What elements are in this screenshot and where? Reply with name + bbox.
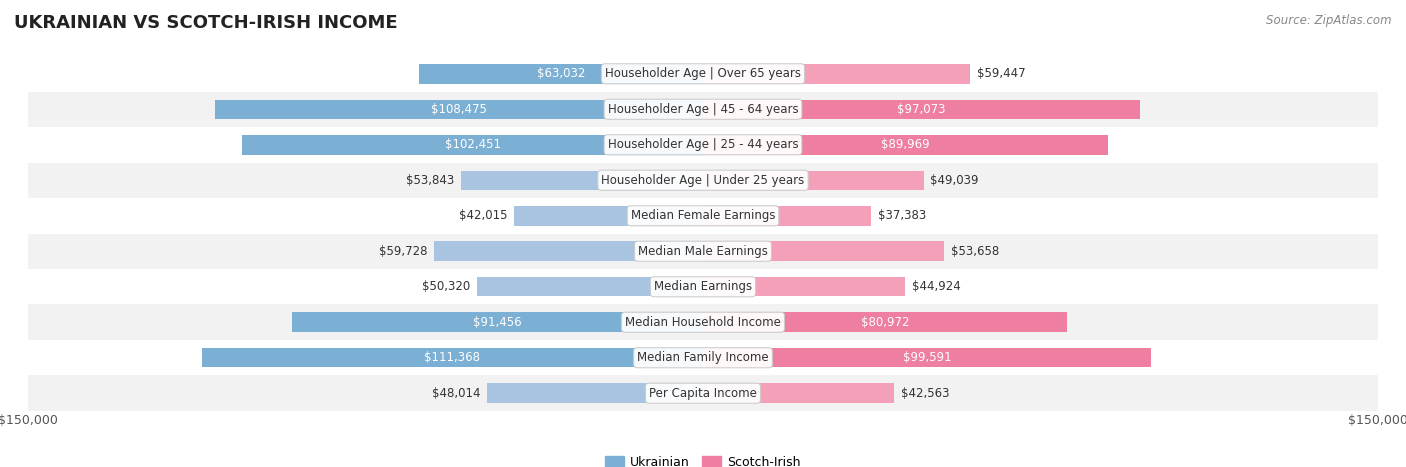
Text: $42,015: $42,015 xyxy=(458,209,508,222)
Text: $91,456: $91,456 xyxy=(472,316,522,329)
Text: $99,591: $99,591 xyxy=(903,351,952,364)
Text: $89,969: $89,969 xyxy=(882,138,929,151)
Text: $44,924: $44,924 xyxy=(912,280,960,293)
Bar xyxy=(28,269,1378,304)
Bar xyxy=(703,348,1152,368)
Text: $102,451: $102,451 xyxy=(444,138,501,151)
Bar xyxy=(28,127,1378,163)
Bar xyxy=(291,312,703,332)
Text: UKRAINIAN VS SCOTCH-IRISH INCOME: UKRAINIAN VS SCOTCH-IRISH INCOME xyxy=(14,14,398,32)
Bar xyxy=(703,99,1140,119)
Bar xyxy=(28,163,1378,198)
Text: Median Family Income: Median Family Income xyxy=(637,351,769,364)
Text: $59,447: $59,447 xyxy=(977,67,1026,80)
Bar xyxy=(703,312,1067,332)
Text: $111,368: $111,368 xyxy=(425,351,481,364)
Bar xyxy=(28,56,1378,92)
Text: $108,475: $108,475 xyxy=(432,103,486,116)
Bar xyxy=(419,64,703,84)
Text: Householder Age | 25 - 44 years: Householder Age | 25 - 44 years xyxy=(607,138,799,151)
Bar xyxy=(703,170,924,190)
Text: $53,843: $53,843 xyxy=(406,174,454,187)
Bar xyxy=(28,92,1378,127)
Text: $59,728: $59,728 xyxy=(380,245,427,258)
Text: Median Male Earnings: Median Male Earnings xyxy=(638,245,768,258)
Bar xyxy=(215,99,703,119)
Text: $49,039: $49,039 xyxy=(931,174,979,187)
Text: $63,032: $63,032 xyxy=(537,67,585,80)
Text: $37,383: $37,383 xyxy=(877,209,927,222)
Text: $42,563: $42,563 xyxy=(901,387,949,400)
Text: Source: ZipAtlas.com: Source: ZipAtlas.com xyxy=(1267,14,1392,27)
Bar xyxy=(28,234,1378,269)
Text: $50,320: $50,320 xyxy=(422,280,470,293)
Bar xyxy=(703,241,945,261)
Bar xyxy=(28,375,1378,411)
Bar xyxy=(434,241,703,261)
Bar xyxy=(703,135,1108,155)
Text: Median Earnings: Median Earnings xyxy=(654,280,752,293)
Text: $48,014: $48,014 xyxy=(432,387,481,400)
Bar xyxy=(515,206,703,226)
Legend: Ukrainian, Scotch-Irish: Ukrainian, Scotch-Irish xyxy=(605,456,801,467)
Bar xyxy=(28,198,1378,234)
Text: Median Female Earnings: Median Female Earnings xyxy=(631,209,775,222)
Bar xyxy=(703,64,970,84)
Text: Median Household Income: Median Household Income xyxy=(626,316,780,329)
Text: Householder Age | Under 25 years: Householder Age | Under 25 years xyxy=(602,174,804,187)
Bar xyxy=(28,340,1378,375)
Bar xyxy=(202,348,703,368)
Bar xyxy=(703,277,905,297)
Bar xyxy=(486,383,703,403)
Text: Householder Age | 45 - 64 years: Householder Age | 45 - 64 years xyxy=(607,103,799,116)
Text: Per Capita Income: Per Capita Income xyxy=(650,387,756,400)
Text: $80,972: $80,972 xyxy=(860,316,910,329)
Bar xyxy=(703,383,894,403)
Text: Householder Age | Over 65 years: Householder Age | Over 65 years xyxy=(605,67,801,80)
Text: $53,658: $53,658 xyxy=(952,245,1000,258)
Bar xyxy=(28,304,1378,340)
Bar xyxy=(461,170,703,190)
Bar xyxy=(477,277,703,297)
Text: $97,073: $97,073 xyxy=(897,103,946,116)
Bar xyxy=(703,206,872,226)
Bar xyxy=(242,135,703,155)
